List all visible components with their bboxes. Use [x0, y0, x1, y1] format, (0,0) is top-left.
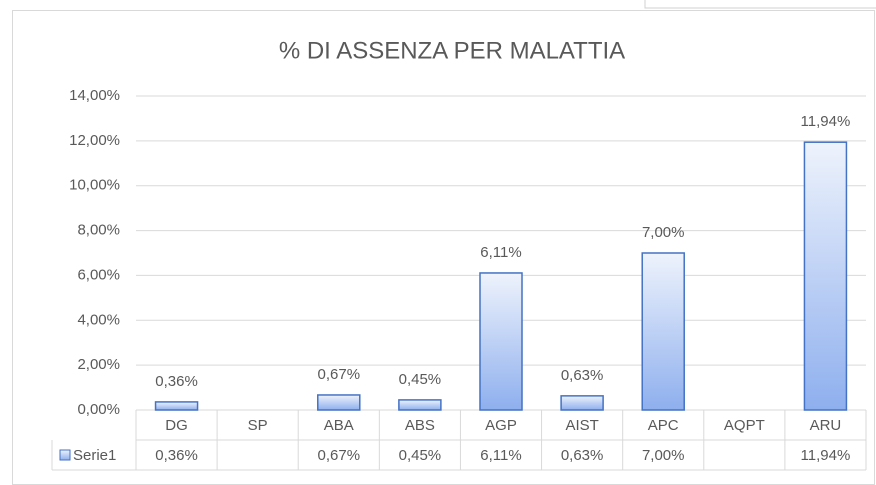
x-tick-label: AIST: [565, 417, 598, 434]
x-tick-label: ABS: [405, 417, 435, 434]
x-tick-label: ABA: [324, 417, 354, 434]
y-tick-label: 4,00%: [77, 311, 120, 328]
y-tick-label: 14,00%: [69, 87, 120, 104]
x-tick-label: SP: [248, 417, 268, 434]
legend-key: [59, 449, 71, 461]
x-tick-label: AQPT: [724, 417, 765, 434]
chart-title: % DI ASSENZA PER MALATTIA: [279, 37, 625, 64]
data-label: 7,00%: [642, 224, 685, 241]
bar: [560, 395, 604, 411]
y-tick-label: 8,00%: [77, 222, 120, 239]
data-label: 0,63%: [561, 367, 604, 384]
bar: [398, 399, 442, 411]
bar: [479, 272, 523, 411]
x-tick-label: AGP: [485, 417, 517, 434]
bar: [803, 141, 848, 411]
table-value: 7,00%: [642, 447, 685, 464]
frame-fragment: [644, 0, 876, 9]
bar: [154, 401, 199, 411]
y-tick-label: 10,00%: [69, 177, 120, 194]
y-tick-label: 12,00%: [69, 132, 120, 149]
y-tick-label: 6,00%: [77, 266, 120, 283]
table-value: 6,11%: [480, 447, 521, 464]
table-value: 0,67%: [318, 447, 361, 464]
data-label: 6,11%: [480, 244, 521, 261]
data-label: 0,36%: [155, 373, 198, 390]
table-value: 0,63%: [561, 447, 604, 464]
x-tick-label: ARU: [810, 417, 842, 434]
y-tick-label: 0,00%: [77, 401, 120, 418]
bar: [317, 394, 361, 411]
data-label: 0,45%: [399, 371, 442, 388]
table-value: 11,94%: [801, 447, 851, 464]
y-tick-label: 2,00%: [77, 356, 120, 373]
chart-border: [12, 10, 875, 485]
bar: [641, 252, 685, 411]
data-label: 11,94%: [801, 113, 851, 130]
x-tick-label: APC: [648, 417, 679, 434]
legend-label: Serie1: [73, 447, 116, 464]
x-tick-label: DG: [165, 417, 188, 434]
table-value: 0,36%: [155, 447, 198, 464]
data-label: 0,67%: [318, 366, 361, 383]
table-value: 0,45%: [399, 447, 442, 464]
